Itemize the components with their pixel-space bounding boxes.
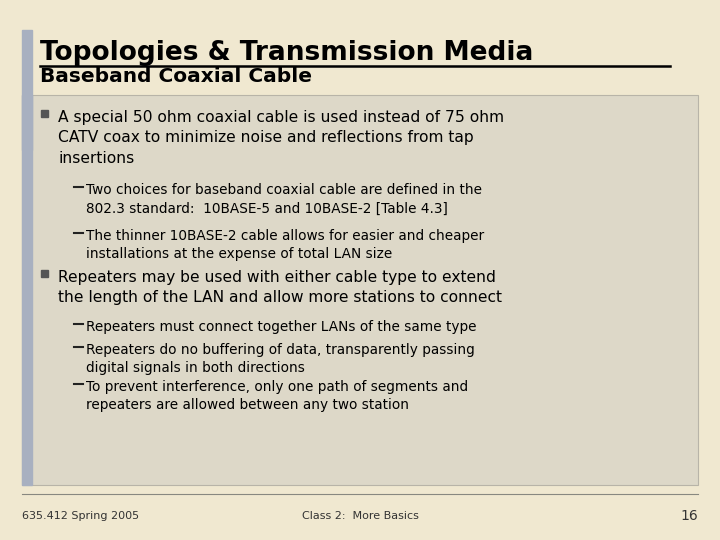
Text: Repeaters may be used with either cable type to extend
the length of the LAN and: Repeaters may be used with either cable …	[58, 270, 502, 306]
Text: Class 2:  More Basics: Class 2: More Basics	[302, 511, 418, 521]
Text: 635.412 Spring 2005: 635.412 Spring 2005	[22, 511, 139, 521]
Bar	[22, 95, 32, 485]
Text: Repeaters must connect together LANs of the same type: Repeaters must connect together LANs of …	[86, 320, 477, 334]
Text: Repeaters do no buffering of data, transparently passing
digital signals in both: Repeaters do no buffering of data, trans…	[86, 343, 474, 375]
Text: Two choices for baseband coaxial cable are defined in the
802.3 standard:  10BAS: Two choices for baseband coaxial cable a…	[86, 183, 482, 215]
Text: 16: 16	[680, 509, 698, 523]
Text: A special 50 ohm coaxial cable is used instead of 75 ohm
CATV coax to minimize n: A special 50 ohm coaxial cable is used i…	[58, 110, 504, 166]
Text: The thinner 10BASE-2 cable allows for easier and cheaper
installations at the ex: The thinner 10BASE-2 cable allows for ea…	[86, 229, 484, 261]
Bar	[22, 30, 32, 150]
Text: Baseband Coaxial Cable: Baseband Coaxial Cable	[40, 67, 312, 86]
Bar	[22, 95, 698, 485]
Bar	[40, 269, 48, 276]
Bar	[40, 110, 48, 117]
Text: To prevent interference, only one path of segments and
repeaters are allowed bet: To prevent interference, only one path o…	[86, 380, 468, 413]
Text: Topologies & Transmission Media: Topologies & Transmission Media	[40, 40, 534, 66]
